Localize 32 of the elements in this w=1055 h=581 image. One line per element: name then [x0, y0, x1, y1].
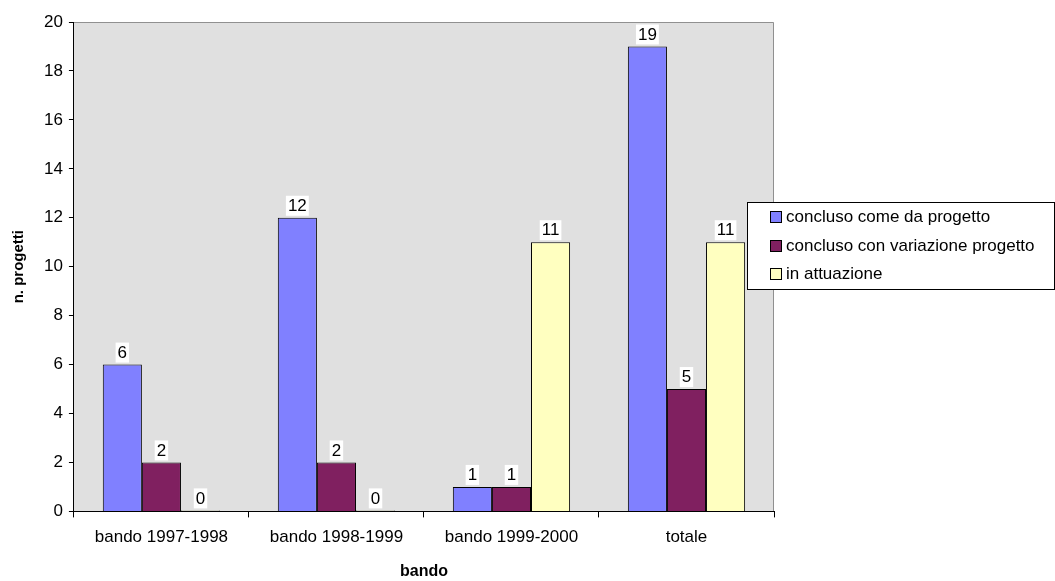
- y-axis-title: n. progetti: [9, 230, 27, 304]
- y-tick-label: 4: [53, 403, 63, 423]
- data-label: 11: [716, 220, 735, 240]
- y-tick-label: 16: [43, 109, 63, 129]
- legend-label: in attuazione: [786, 264, 883, 285]
- data-label: 2: [331, 440, 342, 460]
- data-label: 0: [370, 488, 381, 508]
- y-tick-label: 6: [53, 354, 63, 374]
- y-tick-label: 2: [53, 452, 63, 472]
- data-label: 6: [117, 342, 128, 362]
- y-tick-label: 0: [53, 501, 63, 521]
- y-tick-label: 20: [43, 11, 63, 31]
- data-label: 1: [506, 465, 517, 485]
- x-tick-label: totale: [665, 527, 708, 547]
- x-tick-label: bando 1998-1999: [269, 527, 404, 547]
- data-label: 5: [681, 367, 692, 387]
- y-tick-label: 8: [53, 305, 63, 325]
- x-tick-label: bando 1999-2000: [444, 527, 579, 547]
- y-tick-label: 12: [43, 207, 63, 227]
- y-tick-label: 10: [43, 256, 63, 276]
- legend-label: concluso con variazione progetto: [786, 235, 1035, 256]
- y-tick-label: 18: [43, 60, 63, 80]
- data-label: 11: [541, 220, 560, 240]
- data-label: 1: [467, 465, 478, 485]
- y-tick-label: 14: [43, 158, 63, 178]
- x-tick-label: bando 1997-1998: [94, 527, 229, 547]
- legend-label: concluso come da progetto: [786, 207, 991, 228]
- data-label: 0: [195, 488, 206, 508]
- x-axis-title: bando: [399, 561, 449, 579]
- data-label: 19: [637, 24, 657, 44]
- data-label: 12: [287, 195, 307, 215]
- data-label: 2: [156, 440, 167, 460]
